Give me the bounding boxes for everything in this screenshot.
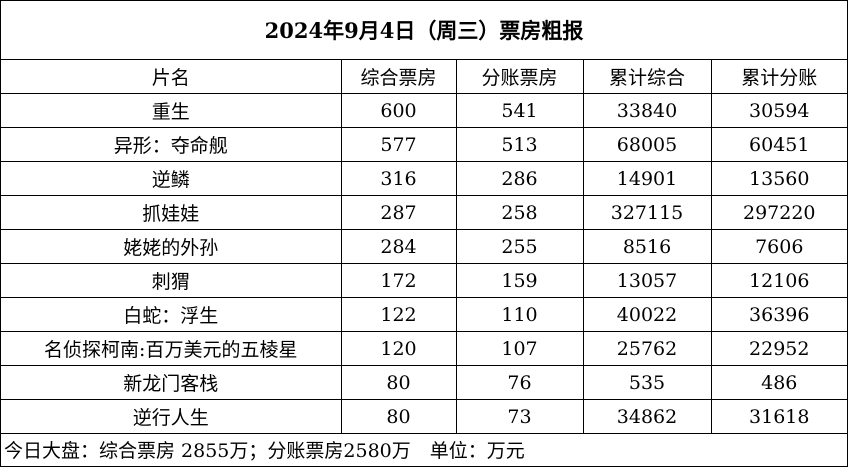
header-cell: 综合票房 <box>340 60 457 94</box>
table-cell: 名侦探柯南:百万美元的五棱星 <box>1 331 342 366</box>
table-cell: 68005 <box>582 127 712 162</box>
data-row: 重生 600 541 33840 30594 <box>1 93 847 128</box>
table-cell: 172 <box>340 263 457 298</box>
table-cell: 34862 <box>582 399 712 434</box>
table-cell: 白蛇：浮生 <box>1 297 342 332</box>
table-cell: 60451 <box>710 127 847 162</box>
table-cell: 31618 <box>710 399 847 434</box>
table-cell: 重生 <box>1 93 342 128</box>
header-cell: 分账票房 <box>455 60 584 94</box>
table-cell: 7606 <box>710 229 847 264</box>
table-cell: 36396 <box>710 297 847 332</box>
table-cell: 110 <box>455 297 584 332</box>
table-cell: 297220 <box>710 195 847 230</box>
header-cell: 累计分账 <box>710 60 847 94</box>
header-cell: 片名 <box>1 60 342 94</box>
data-table: 片名 综合票房 分账票房 累计综合 累计分账 重生 600 541 33840 30594 异形：夺… <box>1 60 847 434</box>
table-cell: 8516 <box>582 229 712 264</box>
table-cell: 逆行人生 <box>1 399 342 434</box>
table-cell: 14901 <box>582 161 712 196</box>
table-cell: 486 <box>710 365 847 400</box>
table-cell: 40022 <box>582 297 712 332</box>
table-cell: 新龙门客栈 <box>1 365 342 400</box>
table-cell: 33840 <box>582 93 712 128</box>
table-cell: 80 <box>340 399 457 434</box>
table-cell: 120 <box>340 331 457 366</box>
table-cell: 80 <box>340 365 457 400</box>
table-cell: 122 <box>340 297 457 332</box>
table-cell: 刺猬 <box>1 263 342 298</box>
table-cell: 逆鳞 <box>1 161 342 196</box>
header-row: 片名 综合票房 分账票房 累计综合 累计分账 <box>1 60 847 94</box>
data-row: 白蛇：浮生 122 110 40022 36396 <box>1 297 847 332</box>
table-cell: 抓娃娃 <box>1 195 342 230</box>
table-cell: 327115 <box>582 195 712 230</box>
data-row: 名侦探柯南:百万美元的五棱星 120 107 25762 22952 <box>1 331 847 366</box>
table-title: 2024年9月4日（周三）票房粗报 <box>1 1 847 60</box>
table-cell: 287 <box>340 195 457 230</box>
table-cell: 76 <box>455 365 584 400</box>
data-row: 逆鳞 316 286 14901 13560 <box>1 161 847 196</box>
table-cell: 316 <box>340 161 457 196</box>
table-cell: 286 <box>455 161 584 196</box>
table-cell: 258 <box>455 195 584 230</box>
data-row: 刺猬 172 159 13057 12106 <box>1 263 847 298</box>
table-cell: 107 <box>455 331 584 366</box>
table-cell: 姥姥的外孙 <box>1 229 342 264</box>
table-cell: 13560 <box>710 161 847 196</box>
table-cell: 22952 <box>710 331 847 366</box>
table-cell: 577 <box>340 127 457 162</box>
table-cell: 284 <box>340 229 457 264</box>
data-row: 逆行人生 80 73 34862 31618 <box>1 399 847 434</box>
table-cell: 600 <box>340 93 457 128</box>
table-cell: 513 <box>455 127 584 162</box>
data-row: 姥姥的外孙 284 255 8516 7606 <box>1 229 847 264</box>
data-row: 抓娃娃 287 258 327115 297220 <box>1 195 847 230</box>
header-cell: 累计综合 <box>582 60 712 94</box>
table-footer: 今日大盘：综合票房 2855万；分账票房2580万 单位：万元 <box>4 440 525 462</box>
table-cell: 535 <box>582 365 712 400</box>
table-cell: 异形：夺命舰 <box>1 127 342 162</box>
table-cell: 541 <box>455 93 584 128</box>
table-cell: 159 <box>455 263 584 298</box>
table-cell: 13057 <box>582 263 712 298</box>
table-cell: 30594 <box>710 93 847 128</box>
data-row: 异形：夺命舰 577 513 68005 60451 <box>1 127 847 162</box>
table-cell: 25762 <box>582 331 712 366</box>
table-cell: 73 <box>455 399 584 434</box>
table-cell: 255 <box>455 229 584 264</box>
table-cell: 12106 <box>710 263 847 298</box>
data-row: 新龙门客栈 80 76 535 486 <box>1 365 847 400</box>
